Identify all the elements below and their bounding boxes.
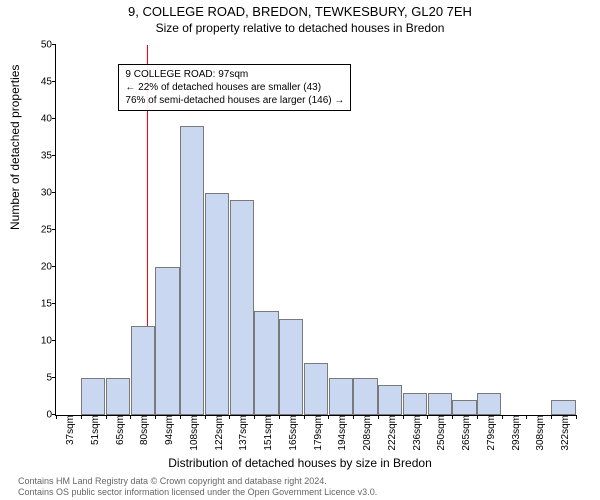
x-tick-mark [551, 415, 552, 419]
x-axis-label: Distribution of detached houses by size … [0, 456, 600, 470]
x-tick-label: 151sqm [258, 415, 274, 451]
annotation-box: 9 COLLEGE ROAD: 97sqm ← 22% of detached … [118, 64, 351, 111]
x-tick-label: 108sqm [184, 415, 200, 451]
x-tick-mark [328, 415, 329, 419]
histogram-bar [329, 378, 353, 415]
x-tick-mark [427, 415, 428, 419]
x-tick-label: 122sqm [209, 415, 225, 451]
histogram-bar [230, 200, 254, 415]
x-tick-mark [180, 415, 181, 419]
footer-line2: Contains OS public sector information li… [18, 487, 377, 498]
x-tick-mark [403, 415, 404, 419]
histogram-bar [106, 378, 130, 415]
x-tick-mark [576, 415, 577, 419]
x-tick-mark [254, 415, 255, 419]
histogram-bar [180, 126, 204, 415]
y-tick-label: 15 [41, 299, 56, 310]
x-tick-mark [526, 415, 527, 419]
x-tick-mark [279, 415, 280, 419]
y-axis-label: Number of detached properties [8, 65, 22, 230]
histogram-bar [254, 311, 278, 415]
y-tick-label: 0 [46, 410, 56, 421]
x-tick-label: 194sqm [332, 415, 348, 451]
histogram-bar [304, 363, 328, 415]
x-tick-label: 265sqm [456, 415, 472, 451]
x-tick-label: 208sqm [357, 415, 373, 451]
y-tick-label: 20 [41, 262, 56, 273]
plot-area: 9 COLLEGE ROAD: 97sqm ← 22% of detached … [55, 45, 576, 416]
y-tick-mark [52, 377, 56, 378]
x-tick-label: 293sqm [506, 415, 522, 451]
x-tick-mark [130, 415, 131, 419]
annotation-line2: ← 22% of detached houses are smaller (43… [125, 81, 344, 94]
histogram-bar [205, 193, 229, 415]
x-tick-mark [229, 415, 230, 419]
x-tick-label: 137sqm [233, 415, 249, 451]
x-tick-label: 80sqm [134, 415, 150, 445]
chart-container: 9, COLLEGE ROAD, BREDON, TEWKESBURY, GL2… [0, 0, 600, 500]
x-tick-label: 65sqm [110, 415, 126, 445]
x-tick-label: 322sqm [555, 415, 571, 451]
x-tick-mark [81, 415, 82, 419]
x-tick-mark [106, 415, 107, 419]
y-tick-mark [52, 192, 56, 193]
x-tick-label: 165sqm [283, 415, 299, 451]
x-tick-mark [56, 415, 57, 419]
histogram-bar [155, 267, 179, 415]
x-tick-mark [452, 415, 453, 419]
x-tick-mark [353, 415, 354, 419]
x-tick-mark [502, 415, 503, 419]
histogram-bar [428, 393, 452, 415]
y-tick-label: 40 [41, 114, 56, 125]
histogram-bar [551, 400, 575, 415]
y-tick-label: 30 [41, 188, 56, 199]
histogram-bar [279, 319, 303, 415]
x-tick-mark [304, 415, 305, 419]
x-tick-mark [477, 415, 478, 419]
histogram-bar [477, 393, 501, 415]
x-tick-label: 94sqm [159, 415, 175, 445]
x-tick-mark [205, 415, 206, 419]
y-tick-label: 10 [41, 336, 56, 347]
x-tick-label: 37sqm [60, 415, 76, 445]
y-tick-label: 35 [41, 151, 56, 162]
y-tick-label: 5 [46, 373, 56, 384]
histogram-bar [353, 378, 377, 415]
y-tick-mark [52, 81, 56, 82]
y-tick-mark [52, 266, 56, 267]
x-tick-mark [378, 415, 379, 419]
histogram-bar [131, 326, 155, 415]
y-tick-mark [52, 340, 56, 341]
histogram-bar [81, 378, 105, 415]
chart-subtitle: Size of property relative to detached ho… [0, 21, 600, 35]
x-tick-label: 179sqm [308, 415, 324, 451]
annotation-line1: 9 COLLEGE ROAD: 97sqm [125, 68, 344, 81]
x-tick-label: 279sqm [481, 415, 497, 451]
x-tick-label: 236sqm [407, 415, 423, 451]
footer-attribution: Contains HM Land Registry data © Crown c… [18, 476, 377, 499]
histogram-bar [378, 385, 402, 415]
y-tick-label: 45 [41, 77, 56, 88]
x-tick-label: 51sqm [85, 415, 101, 445]
histogram-bar [452, 400, 476, 415]
y-tick-mark [52, 118, 56, 119]
x-tick-label: 222sqm [382, 415, 398, 451]
y-tick-mark [52, 303, 56, 304]
footer-line1: Contains HM Land Registry data © Crown c… [18, 476, 377, 487]
y-tick-mark [52, 44, 56, 45]
x-tick-label: 250sqm [431, 415, 447, 451]
y-tick-label: 25 [41, 225, 56, 236]
x-tick-label: 308sqm [530, 415, 546, 451]
y-tick-mark [52, 229, 56, 230]
y-tick-label: 50 [41, 40, 56, 51]
chart-title: 9, COLLEGE ROAD, BREDON, TEWKESBURY, GL2… [0, 4, 600, 19]
histogram-bar [403, 393, 427, 415]
y-tick-mark [52, 155, 56, 156]
annotation-line3: 76% of semi-detached houses are larger (… [125, 94, 344, 107]
x-tick-mark [155, 415, 156, 419]
